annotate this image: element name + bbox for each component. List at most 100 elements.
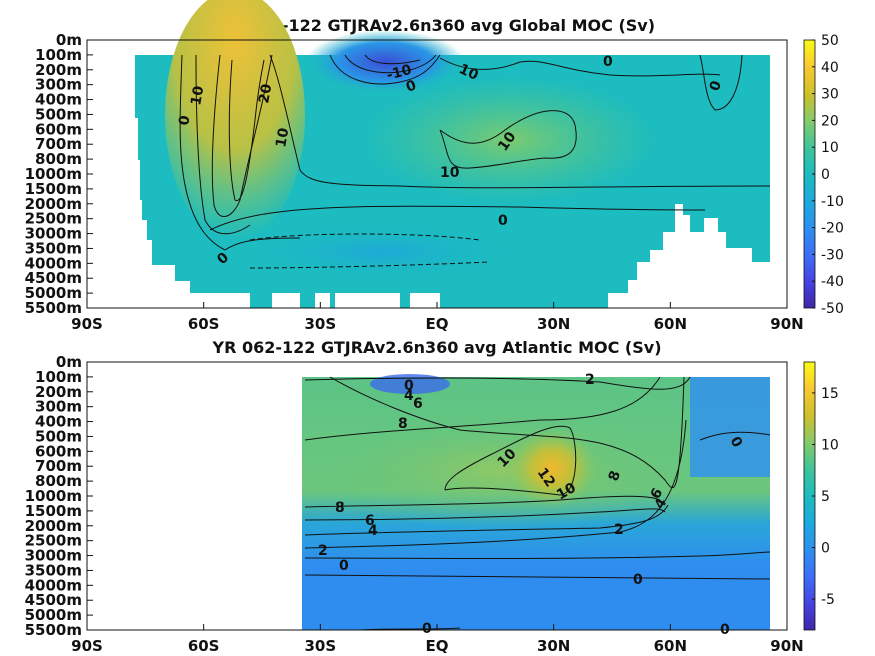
global-colorbar-ticks: 50 40 30 20 10 0 -10 -20 -30 -40 -50: [812, 33, 844, 317]
x-tick-label: 30S: [304, 637, 336, 655]
atlantic-contour-label: 8: [335, 500, 345, 516]
x-tick-label: 30N: [537, 637, 570, 655]
x-tick-label: 60N: [654, 315, 687, 333]
atlantic-contour-label: 0: [422, 621, 432, 637]
y-tick-label: 5500m: [25, 621, 82, 639]
global-contour-label: 10: [188, 84, 207, 106]
global-trop-cell: [305, 30, 465, 94]
atlantic-contour-label: 8: [398, 416, 408, 432]
global-contour-label: 0: [498, 213, 508, 229]
atlantic-contours: [304, 376, 771, 631]
y-tick-label: 5500m: [25, 299, 82, 317]
y-tick-label: 1500m: [25, 502, 82, 520]
atlantic-north-blue: [690, 377, 770, 477]
x-tick-label: EQ: [426, 315, 449, 333]
colorbar-tick-label: -5: [821, 592, 835, 608]
colorbar-tick-label: -10: [821, 194, 844, 210]
y-tick-label: 5000m: [25, 284, 82, 302]
atlantic-broad-cell: [300, 410, 700, 530]
chart-title-atlantic: YR 062-122 GTJRAv2.6n360 avg Atlantic MO…: [211, 338, 661, 357]
y-tick-label: 3000m: [25, 225, 82, 243]
colorbar-tick-label: 15: [821, 386, 839, 402]
atlantic-contour-label: 0: [404, 378, 414, 394]
atlantic-contour-label: 2: [585, 372, 595, 388]
global-contour-label: 10: [273, 126, 292, 148]
colorbar-tick-label: -30: [821, 247, 844, 263]
x-tick-label: 60N: [654, 637, 687, 655]
y-tick-label: 700m: [35, 135, 82, 153]
colorbar-tick-label: -40: [821, 274, 844, 290]
y-tick-label: 0m: [56, 31, 82, 49]
y-tick-label: 200m: [35, 61, 82, 79]
global-axes-ticks: 90S 60S 30S EQ 30N 60N 90N0m100m200m300m400m50…: [25, 31, 804, 333]
colorbar-tick-label: 5: [821, 489, 830, 505]
colorbar-tick-label: -50: [821, 301, 844, 317]
y-tick-label: 1000m: [25, 165, 82, 183]
y-tick-label: 100m: [35, 368, 82, 386]
y-tick-label: 200m: [35, 383, 82, 401]
atlantic-contour-label: 4: [368, 523, 378, 539]
y-tick-label: 400m: [35, 413, 82, 431]
y-tick-label: 400m: [35, 91, 82, 109]
y-tick-label: 3500m: [25, 239, 82, 257]
global-abyss-blob: [230, 222, 530, 282]
y-tick-label: 2500m: [25, 532, 82, 550]
atlantic-moc-field: [300, 374, 771, 631]
x-tick-label: 30S: [304, 315, 336, 333]
x-tick-label: 90S: [71, 315, 103, 333]
colorbar-tick-label: -20: [821, 221, 844, 237]
colorbar-tick-label: 50: [821, 33, 839, 49]
y-tick-label: 5000m: [25, 606, 82, 624]
y-tick-label: 4500m: [25, 269, 82, 287]
y-tick-label: 2500m: [25, 210, 82, 228]
global-contour-label: 10: [440, 165, 460, 181]
x-tick-label: 90N: [770, 315, 803, 333]
global-contour-label: -10: [385, 62, 414, 84]
x-tick-label: 30N: [537, 315, 570, 333]
colorbar-tick-label: 20: [821, 113, 839, 129]
atlantic-colorbar-ticks: 15 10 5 0 -5: [812, 386, 839, 608]
global-contour-label: 20: [256, 82, 275, 104]
y-tick-label: 300m: [35, 76, 82, 94]
y-tick-label: 4000m: [25, 254, 82, 272]
global-moc-field: [135, 0, 771, 308]
y-tick-label: 800m: [35, 150, 82, 168]
atlantic-contour-label: 6: [413, 396, 423, 412]
atlantic-amoc-core: [507, 428, 597, 508]
y-tick-label: 600m: [35, 442, 82, 460]
chart-title-global: YR 062-122 GTJRAv2.6n360 avg Global MOC …: [218, 16, 655, 35]
atlantic-contour-label: 2: [614, 522, 624, 538]
y-tick-label: 500m: [35, 105, 82, 123]
y-tick-label: 4500m: [25, 591, 82, 609]
global-contour-label: 0: [603, 54, 613, 70]
atlantic-contour-label: 0: [339, 558, 349, 574]
colorbar-tick-label: 40: [821, 60, 839, 76]
y-tick-label: 1000m: [25, 487, 82, 505]
y-tick-label: 0m: [56, 353, 82, 371]
atlantic-surface-blue: [370, 374, 450, 394]
y-tick-label: 2000m: [25, 195, 82, 213]
y-tick-label: 2000m: [25, 517, 82, 535]
colorbar-tick-label: 30: [821, 87, 839, 103]
atlantic-axes-ticks: 90S 60S 30S EQ 30N 60N 90N0m100m200m300m400m50…: [25, 353, 804, 655]
y-tick-label: 1500m: [25, 180, 82, 198]
x-tick-label: 60S: [188, 315, 220, 333]
y-tick-label: 300m: [35, 398, 82, 416]
y-tick-label: 700m: [35, 457, 82, 475]
y-tick-label: 800m: [35, 472, 82, 490]
global-north-cell: [360, 75, 660, 205]
x-tick-label: EQ: [426, 637, 449, 655]
colorbar-tick-label: 0: [821, 167, 830, 183]
y-tick-label: 500m: [35, 427, 82, 445]
atlantic-contour-label: 4: [404, 388, 414, 404]
atlantic-contour-label: 2: [318, 543, 328, 559]
global-contour-label: 0: [176, 114, 193, 127]
x-tick-label: 90S: [71, 637, 103, 655]
y-tick-label: 4000m: [25, 576, 82, 594]
global-contours: [179, 54, 771, 269]
x-tick-label: 60S: [188, 637, 220, 655]
x-tick-label: 90N: [770, 637, 803, 655]
y-tick-label: 3500m: [25, 561, 82, 579]
y-tick-label: 3000m: [25, 547, 82, 565]
